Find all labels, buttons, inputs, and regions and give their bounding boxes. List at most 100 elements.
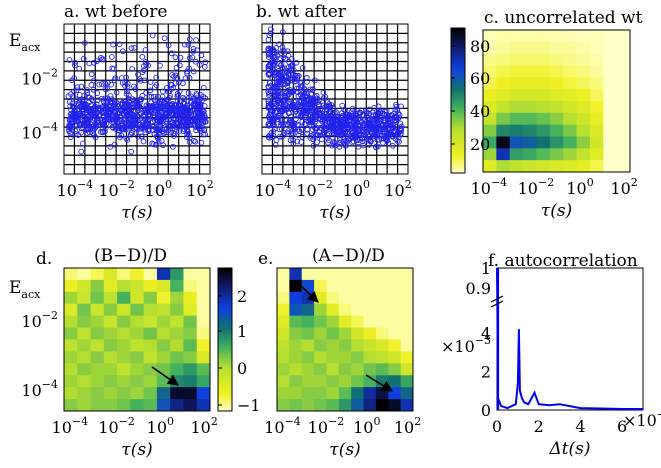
heatmap-cell [77,327,91,340]
heatmap-cell [117,303,131,317]
heatmap-cell [549,148,564,161]
scatter-point [147,87,154,94]
heatmap-cell [616,89,631,102]
heatmap-cell [483,77,497,90]
panel-d-ylabel: Eacx [9,278,41,301]
heatmap-cell [130,399,145,412]
heatmap-cell [103,279,118,293]
scatter-point [363,110,370,117]
heatmap-cell [351,339,364,352]
scatter-point [168,86,175,92]
heatmap-cell [388,315,402,328]
scatter-point [140,67,147,73]
scatter-point [369,109,376,116]
heatmap-cell [509,124,524,137]
scatter-point [325,103,332,110]
scatter-point [181,41,188,48]
heatmap-cell [277,387,290,400]
heatmap-cell [536,160,551,173]
scatter-point [78,83,85,90]
scatter-point [311,105,318,111]
scatter-point [349,139,356,146]
scatter-point [299,110,305,117]
scatter-point [286,117,293,124]
heatmap-cell [576,53,591,66]
heatmap-cell [117,279,131,293]
scatter-point [283,105,289,112]
scatter-point [76,92,83,98]
y-tick-label: 0.9 [466,279,491,298]
scatter-point [266,90,272,97]
scatter-point [157,62,163,69]
scatter-point [286,110,292,117]
scatter-point [78,129,85,136]
scatter-point [331,114,337,120]
scatter-point [353,116,360,123]
heatmap-cell [156,315,171,328]
heatmap-cell [170,315,184,328]
scatter-point [295,93,302,99]
scatter-point [84,87,91,93]
scatter-point [66,57,73,63]
scatter-point [290,67,297,73]
scatter-point [398,125,404,132]
heatmap-cell [289,327,303,340]
heatmap-cell [388,399,402,412]
heatmap-cell [64,363,78,376]
scatter-point [139,54,146,60]
x-tick-label: 10−4 [264,415,301,437]
scatter-point [137,105,144,112]
heatmap-cell [589,77,604,90]
scatter-point [290,137,296,144]
scatter-point [268,106,274,113]
scatter-point [325,139,332,146]
heatmap-cell [277,399,290,412]
scatter-point [133,130,140,137]
heatmap-cell [496,89,511,102]
heatmap-cell [509,65,524,78]
scatter-point [380,135,387,142]
scatter-point [294,85,300,92]
scatter-point [179,123,185,129]
scatter-point [66,99,73,105]
scatter-point [304,130,311,137]
scatter-point [272,54,279,61]
scatter-point [303,75,310,81]
scatter-point [153,141,159,148]
axes-frame [63,23,211,175]
heatmap-cell [314,327,327,340]
scatter-point [265,51,272,57]
x-tick-label: 102 [186,178,213,200]
heatmap-cell [77,279,91,293]
heatmap-cell [536,124,551,137]
scatter-point [265,83,272,90]
scatter-point [390,122,396,129]
scatter-point [128,129,135,136]
scatter-point [318,110,324,117]
y-tick-label: 4 [481,324,491,343]
x-axis-label: τ(s) [121,203,152,223]
scatter-point [85,104,91,111]
heatmap-cell [363,399,377,412]
heatmap-cell [170,363,184,376]
x-tick-label: 4 [575,417,585,436]
scatter-point [193,104,200,111]
heatmap-cell [183,279,198,293]
x-tick-label: 100 [147,415,174,437]
heatmap-cell [576,101,591,114]
heatmap-cell [301,399,315,412]
heatmap-cell [549,30,564,43]
heatmap-cell [117,363,131,376]
heatmap-cell [77,339,91,352]
heatmap-cell [338,387,352,400]
scatter-point [374,111,381,117]
scatter-point [316,97,322,103]
heatmap-cell [603,101,618,114]
heatmap-cell [90,387,105,400]
scatter-point [194,47,200,54]
scatter-point [125,104,132,110]
heatmap-cell [576,160,591,173]
colorbar-tick-label: 60 [470,69,490,88]
